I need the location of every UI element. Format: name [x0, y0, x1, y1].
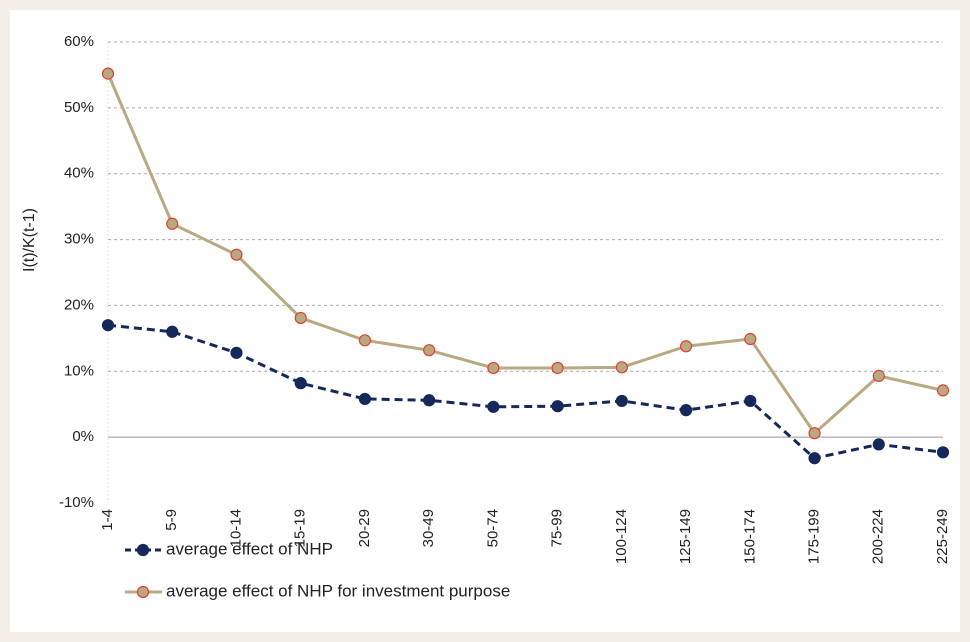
y-tick-label: 0% — [72, 428, 94, 445]
chart-panel — [10, 10, 960, 632]
x-tick-label: 225-249 — [934, 509, 951, 564]
data-point — [487, 400, 500, 413]
legend-marker — [136, 585, 150, 599]
data-point — [166, 217, 179, 230]
x-tick-label: 100-124 — [613, 509, 630, 564]
data-point — [166, 325, 179, 338]
data-point — [551, 361, 564, 375]
data-point — [679, 340, 693, 353]
data-point — [808, 427, 821, 440]
data-point — [744, 332, 757, 346]
data-point — [101, 319, 115, 332]
data-point — [294, 377, 307, 390]
data-point — [615, 394, 628, 408]
data-point — [936, 446, 950, 459]
y-tick-label: 30% — [64, 231, 94, 248]
y-tick-label: -10% — [59, 494, 94, 511]
x-tick-label: 1-4 — [99, 509, 116, 531]
data-point — [230, 248, 243, 261]
legend-text: average effect of NHP — [166, 539, 333, 558]
legend-marker — [136, 543, 150, 557]
data-point — [808, 452, 821, 465]
legend-text: average effect of NHP for investment pur… — [166, 581, 510, 600]
x-tick-label: 150-174 — [741, 509, 758, 564]
data-point — [872, 438, 885, 451]
data-point — [358, 392, 372, 406]
data-point — [487, 361, 500, 375]
y-tick-label: 20% — [64, 296, 94, 313]
x-tick-label: 175-199 — [806, 509, 823, 564]
data-point — [744, 394, 757, 408]
series-line — [106, 73, 944, 436]
data-point — [615, 361, 628, 374]
data-point — [230, 346, 243, 359]
x-tick-label: 75-99 — [549, 509, 566, 547]
x-tick-label: 125-149 — [677, 509, 694, 564]
data-point — [872, 369, 885, 382]
x-tick-label: 15-19 — [292, 509, 309, 547]
y-tick-label: 10% — [64, 362, 94, 379]
data-point — [551, 400, 564, 413]
data-point — [101, 67, 115, 80]
x-tick-label: 5-9 — [163, 509, 180, 531]
data-point — [294, 311, 307, 325]
y-tick-label: 50% — [64, 99, 94, 116]
y-axis-label: I(t)/K(t-1) — [21, 208, 38, 272]
y-tick-label: 40% — [64, 165, 94, 182]
data-point — [679, 404, 693, 417]
x-tick-label: 30-49 — [420, 509, 437, 547]
data-point — [358, 334, 372, 347]
x-tick-label: 200-224 — [870, 509, 887, 564]
x-tick-label: 20-29 — [356, 509, 373, 547]
series-line — [107, 323, 944, 460]
y-tick-label: 60% — [64, 33, 94, 50]
data-point — [423, 394, 436, 407]
data-point — [936, 384, 950, 397]
x-tick-label: 50-74 — [484, 509, 501, 547]
data-point — [423, 344, 436, 357]
x-tick-label: 10-14 — [227, 509, 244, 547]
